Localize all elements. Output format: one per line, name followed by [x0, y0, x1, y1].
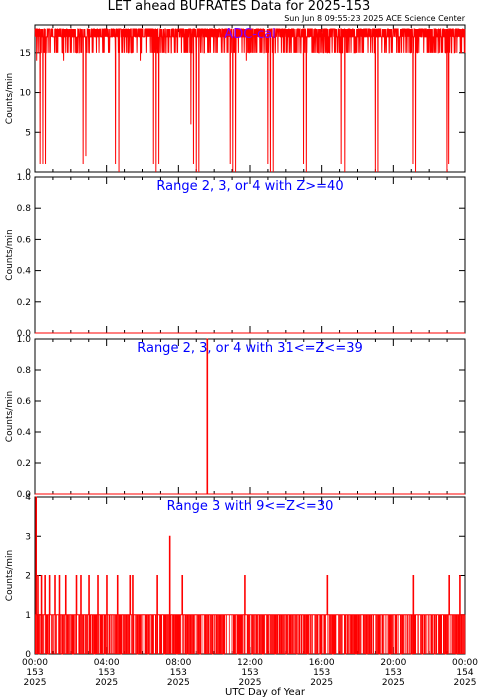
y-axis-label: Counts/min — [5, 550, 15, 601]
series-line — [35, 496, 465, 655]
panel-title: ADC-cal — [224, 27, 275, 42]
x-tick-label: 20:00 — [380, 658, 406, 668]
y-axis-label: Counts/min — [5, 229, 15, 280]
x-tick-label: 2025 — [382, 678, 405, 688]
timestamp-label: Sun Jun 8 09:55:23 2025 ACE Science Cent… — [284, 14, 466, 23]
series-line — [34, 28, 466, 173]
x-tick-label: 2025 — [24, 678, 47, 688]
y-tick-label: 1.0 — [17, 173, 32, 183]
y-tick-label: 2 — [25, 572, 31, 582]
x-tick-label: 16:00 — [309, 658, 335, 668]
x-tick-label: 08:00 — [165, 658, 191, 668]
y-tick-label: 5 — [25, 128, 31, 138]
y-tick-label: 0.6 — [17, 397, 32, 407]
panel-title: Range 3 with 9<=Z<=30 — [167, 499, 334, 514]
panel-z-9-30: 0 1 2 3 4 Counts/min Range 3 with 9<=Z<=30 — [5, 493, 466, 660]
y-tick-label: 0.2 — [17, 459, 31, 469]
y-tick-label: 1.0 — [17, 335, 32, 345]
x-axis-tick-labels: 00:00153202504:00153202508:00153202512:0… — [22, 658, 478, 688]
y-tick-label: 0.0 — [17, 329, 32, 339]
x-tick-label: 12:00 — [237, 658, 263, 668]
plot-frame — [34, 176, 466, 334]
x-tick-label: 2025 — [454, 678, 477, 688]
y-tick-label: 1 — [25, 611, 31, 621]
y-tick-label: 0.8 — [17, 204, 32, 214]
x-tick-label: 153 — [170, 668, 187, 678]
x-tick-label: 2025 — [95, 678, 118, 688]
panel-adc-cal: 0 5 10 15 Counts/min ADC-cal — [5, 24, 466, 178]
x-tick-label: 153 — [98, 668, 115, 678]
x-tick-label: 154 — [456, 668, 473, 678]
y-axis-label: Counts/min — [5, 73, 15, 124]
panel-z-31-39: 0.0 0.2 0.4 0.6 0.8 1.0 Counts/min Range 2, 3, … — [5, 335, 466, 500]
x-tick-label: 2025 — [167, 678, 190, 688]
x-tick-label: 153 — [241, 668, 258, 678]
x-tick-label: 2025 — [239, 678, 262, 688]
figure-title: LET ahead BUFRATES Data for 2025-153 — [108, 0, 371, 14]
y-tick-label: 4 — [25, 493, 31, 503]
panel-title: Range 2, 3, or 4 with Z>=40 — [156, 179, 343, 194]
y-tick-label: 10 — [20, 89, 32, 99]
y-tick-label: 0.4 — [17, 428, 32, 438]
series-line — [34, 614, 466, 654]
y-tick-label: 0.6 — [17, 235, 32, 245]
y-tick-label: 0.4 — [17, 267, 32, 277]
panel-title: Range 2, 3, or 4 with 31<=Z<=39 — [137, 341, 363, 356]
x-tick-label: 00:00 — [452, 658, 478, 668]
y-tick-label: 0 — [25, 168, 31, 178]
x-tick-label: 2025 — [310, 678, 333, 688]
plot-frame — [34, 338, 466, 495]
y-tick-label: 0.2 — [17, 298, 31, 308]
series-line — [35, 338, 465, 495]
x-axis-label: UTC Day of Year — [225, 687, 306, 698]
x-tick-label: 153 — [26, 668, 43, 678]
y-tick-label: 15 — [20, 49, 31, 59]
y-tick-label: 0.0 — [17, 490, 32, 500]
y-axis-label: Counts/min — [5, 391, 15, 442]
y-tick-label: 0.8 — [17, 366, 32, 376]
y-tick-label: 3 — [25, 532, 31, 542]
x-tick-label: 04:00 — [94, 658, 120, 668]
x-tick-label: 00:00 — [22, 658, 48, 668]
panel-z-ge-40: 0.0 0.2 0.4 0.6 0.8 1.0 Counts/min Range 2, 3, … — [5, 173, 466, 339]
x-tick-label: 153 — [385, 668, 402, 678]
x-tick-label: 153 — [313, 668, 330, 678]
y-tick-label: 0 — [25, 650, 31, 660]
